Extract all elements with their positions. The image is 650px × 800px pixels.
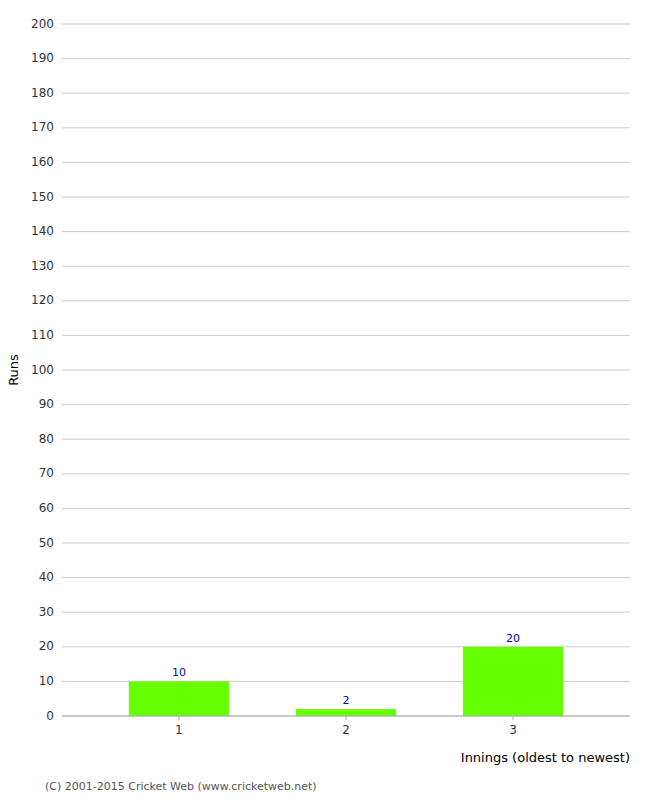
y-tick-label: 160 <box>31 155 54 169</box>
grid-line <box>62 93 630 94</box>
data-label: 20 <box>506 632 520 645</box>
y-tick-label: 30 <box>39 605 54 619</box>
y-tick-label: 170 <box>31 120 54 134</box>
x-tick-label: 3 <box>509 723 517 737</box>
y-tick-label: 140 <box>31 224 54 238</box>
grid-line <box>62 197 630 198</box>
y-tick-label: 10 <box>39 674 54 688</box>
bar <box>129 681 229 716</box>
grid-line <box>62 439 630 440</box>
grid-line <box>62 58 630 59</box>
data-label: 10 <box>172 666 186 679</box>
x-tick <box>346 716 347 720</box>
x-tick-label: 1 <box>175 723 183 737</box>
grid-line <box>62 370 630 371</box>
y-tick-label: 80 <box>39 432 54 446</box>
grid-line <box>62 612 630 613</box>
grid-line <box>62 127 630 128</box>
grid-line <box>62 543 630 544</box>
x-tick <box>513 716 514 720</box>
y-tick-label: 90 <box>39 397 54 411</box>
grid-line <box>62 473 630 474</box>
y-tick-label: 0 <box>46 709 54 723</box>
bars <box>129 647 563 716</box>
y-tick-label: 60 <box>39 501 54 515</box>
grid-line <box>62 266 630 267</box>
grid-line <box>62 404 630 405</box>
x-tick <box>178 716 179 720</box>
grid-line <box>62 24 630 25</box>
grid-line <box>62 162 630 163</box>
y-tick-label: 20 <box>39 639 54 653</box>
y-tick-label: 40 <box>39 570 54 584</box>
y-tick-label: 110 <box>31 328 54 342</box>
bar <box>296 709 396 716</box>
x-axis-label: Innings (oldest to newest) <box>461 750 630 765</box>
y-tick-label: 50 <box>39 536 54 550</box>
bar <box>463 647 563 716</box>
y-axis-label: Runs <box>6 354 21 386</box>
y-tick-label: 120 <box>31 293 54 307</box>
grid-line <box>62 300 630 301</box>
y-tick-label: 100 <box>31 363 54 377</box>
x-tick-label: 2 <box>342 723 350 737</box>
chart: 0102030405060708090100110120130140150160… <box>0 0 650 800</box>
y-tick-label: 130 <box>31 259 54 273</box>
y-tick-label: 70 <box>39 466 54 480</box>
data-label: 2 <box>343 694 350 707</box>
y-tick-label: 180 <box>31 86 54 100</box>
y-tick-label: 150 <box>31 190 54 204</box>
grid-line <box>62 335 630 336</box>
grid-line <box>62 577 630 578</box>
footer: (C) 2001-2015 Cricket Web (www.cricketwe… <box>45 780 317 793</box>
grid-line <box>62 231 630 232</box>
y-tick-label: 190 <box>31 51 54 65</box>
grid <box>62 24 630 716</box>
y-tick-label: 200 <box>31 17 54 31</box>
grid-line <box>62 508 630 509</box>
